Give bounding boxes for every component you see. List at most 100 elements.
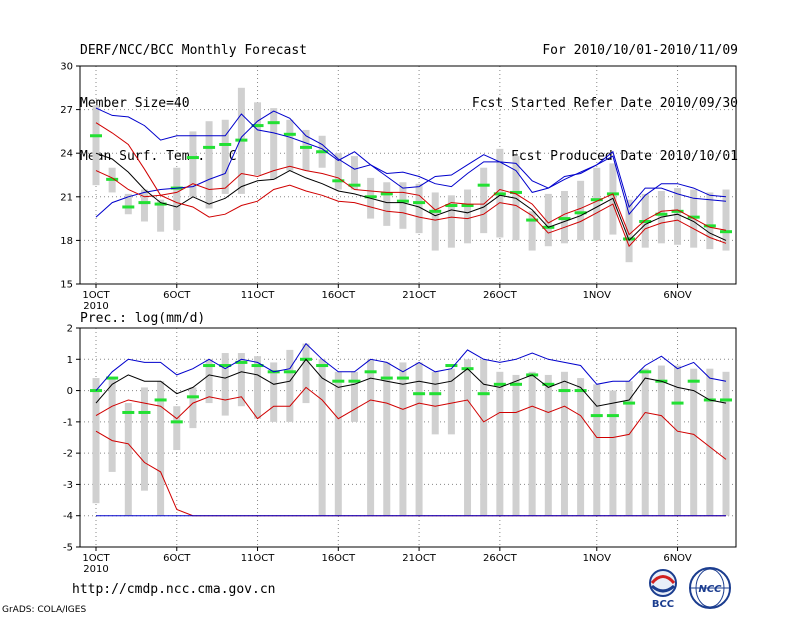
ensemble-box bbox=[189, 387, 197, 429]
forecast-period: For 2010/10/01-2010/11/09 bbox=[542, 43, 738, 58]
ensemble-box bbox=[254, 356, 262, 419]
ensemble-box bbox=[124, 403, 132, 516]
ensemble-box bbox=[544, 374, 552, 516]
y-tick-label: -2 bbox=[63, 449, 73, 460]
y-tick-label: 30 bbox=[60, 62, 73, 73]
ensemble-box bbox=[173, 406, 181, 451]
ensemble-box bbox=[496, 371, 504, 516]
ensemble-box bbox=[464, 359, 472, 516]
y-tick-label: -5 bbox=[63, 543, 73, 554]
ensemble-box bbox=[657, 365, 665, 516]
ensemble-box bbox=[157, 199, 165, 232]
x-tick-sublabel: 2010 bbox=[83, 564, 108, 575]
x-tick-label: 16OCT bbox=[321, 290, 356, 301]
ensemble-box bbox=[318, 359, 326, 516]
svg-text:BCC: BCC bbox=[652, 599, 674, 610]
ensemble-box bbox=[577, 378, 585, 516]
ensemble-box bbox=[593, 384, 601, 516]
ensemble-box bbox=[286, 349, 294, 422]
ensemble-box bbox=[334, 153, 342, 190]
x-tick-label: 1NOV bbox=[583, 553, 612, 564]
x-tick-label: 1NOV bbox=[583, 290, 612, 301]
ensemble-box bbox=[528, 211, 536, 251]
box-group bbox=[90, 87, 732, 263]
y-tick-label: 2 bbox=[67, 324, 73, 335]
ensemble-box bbox=[625, 199, 633, 263]
series-line-mean-sd bbox=[95, 386, 727, 460]
ensemble-box bbox=[415, 183, 423, 234]
ensemble-box bbox=[157, 381, 165, 516]
ensemble-box bbox=[399, 182, 407, 229]
ensemble-box bbox=[674, 188, 682, 245]
ensemble-box bbox=[270, 108, 278, 180]
ensemble-box bbox=[399, 362, 407, 516]
ensemble-box bbox=[625, 381, 633, 516]
ensemble-box bbox=[415, 362, 423, 516]
ensemble-box bbox=[480, 359, 488, 516]
chart-title: DERF/NCC/BCC Monthly Forecast bbox=[80, 43, 307, 58]
y-tick-label: -1 bbox=[63, 417, 73, 428]
ensemble-box bbox=[92, 105, 100, 186]
y-tick-label: 18 bbox=[60, 236, 73, 247]
ensemble-box bbox=[140, 189, 148, 222]
variable-label-prec: Prec.: log(mm/d) bbox=[80, 311, 206, 326]
ensemble-box bbox=[302, 129, 310, 171]
y-tick-label: 24 bbox=[60, 149, 73, 160]
ensemble-box bbox=[286, 119, 294, 171]
plot-frame bbox=[79, 65, 737, 285]
ensemble-box bbox=[480, 167, 488, 234]
x-tick-label: 6NOV bbox=[663, 290, 692, 301]
ensemble-box bbox=[140, 387, 148, 491]
series-line-mean+sd bbox=[95, 165, 727, 236]
series-line-max bbox=[95, 110, 727, 218]
ensemble-box bbox=[92, 378, 100, 504]
series-line-max bbox=[95, 342, 727, 391]
x-tick-label: 11OCT bbox=[241, 290, 276, 301]
ensemble-box bbox=[690, 368, 698, 516]
x-tick-label: 6OCT bbox=[163, 553, 191, 564]
ensemble-box bbox=[641, 368, 649, 516]
ensemble-box bbox=[431, 371, 439, 435]
x-tick-label: 26OCT bbox=[483, 290, 518, 301]
ensemble-box bbox=[674, 365, 682, 516]
ensemble-box bbox=[706, 368, 714, 516]
x-tick-label: 6OCT bbox=[163, 290, 191, 301]
ensemble-box bbox=[528, 371, 536, 516]
ensemble-box bbox=[189, 131, 197, 197]
ensemble-box bbox=[108, 378, 116, 472]
ensemble-box bbox=[447, 368, 455, 435]
plot-frame bbox=[79, 327, 737, 548]
ensemble-box bbox=[593, 167, 601, 241]
grads-credit: GrADS: COLA/IGES bbox=[2, 605, 87, 615]
x-tick-label: 26OCT bbox=[483, 553, 518, 564]
x-tick-label: 21OCT bbox=[402, 553, 437, 564]
ensemble-box bbox=[124, 193, 132, 215]
x-tick-label: 21OCT bbox=[402, 290, 437, 301]
ensemble-box bbox=[560, 371, 568, 516]
series-line-mean-sd bbox=[95, 122, 727, 248]
member-size: Member Size=40 bbox=[80, 96, 190, 111]
ensemble-box bbox=[431, 192, 439, 251]
source-url[interactable]: http://cmdp.ncc.cma.gov.cn bbox=[72, 582, 276, 597]
fcst-started-date: Fcst Started Refer Date 2010/09/30 bbox=[471, 96, 738, 111]
ensemble-box bbox=[577, 180, 585, 241]
ensemble-box bbox=[173, 167, 181, 231]
ensemble-box bbox=[722, 371, 730, 516]
series-line-mean bbox=[95, 152, 727, 242]
ensemble-box bbox=[221, 353, 229, 416]
ensemble-box bbox=[350, 371, 358, 422]
ensemble-box bbox=[609, 390, 617, 516]
ensemble-box bbox=[447, 195, 455, 248]
ensemble-box bbox=[367, 359, 375, 516]
series-line-mean bbox=[95, 358, 727, 407]
svg-text:NCC: NCC bbox=[698, 584, 722, 595]
ensemble-box bbox=[464, 189, 472, 244]
x-tick-label: 6NOV bbox=[663, 553, 692, 564]
ensemble-box bbox=[205, 121, 213, 209]
x-tick-label: 11OCT bbox=[241, 553, 276, 564]
ensemble-box bbox=[722, 189, 730, 251]
ncc-logo-icon: NCC bbox=[689, 567, 731, 609]
ensemble-box bbox=[254, 102, 262, 175]
